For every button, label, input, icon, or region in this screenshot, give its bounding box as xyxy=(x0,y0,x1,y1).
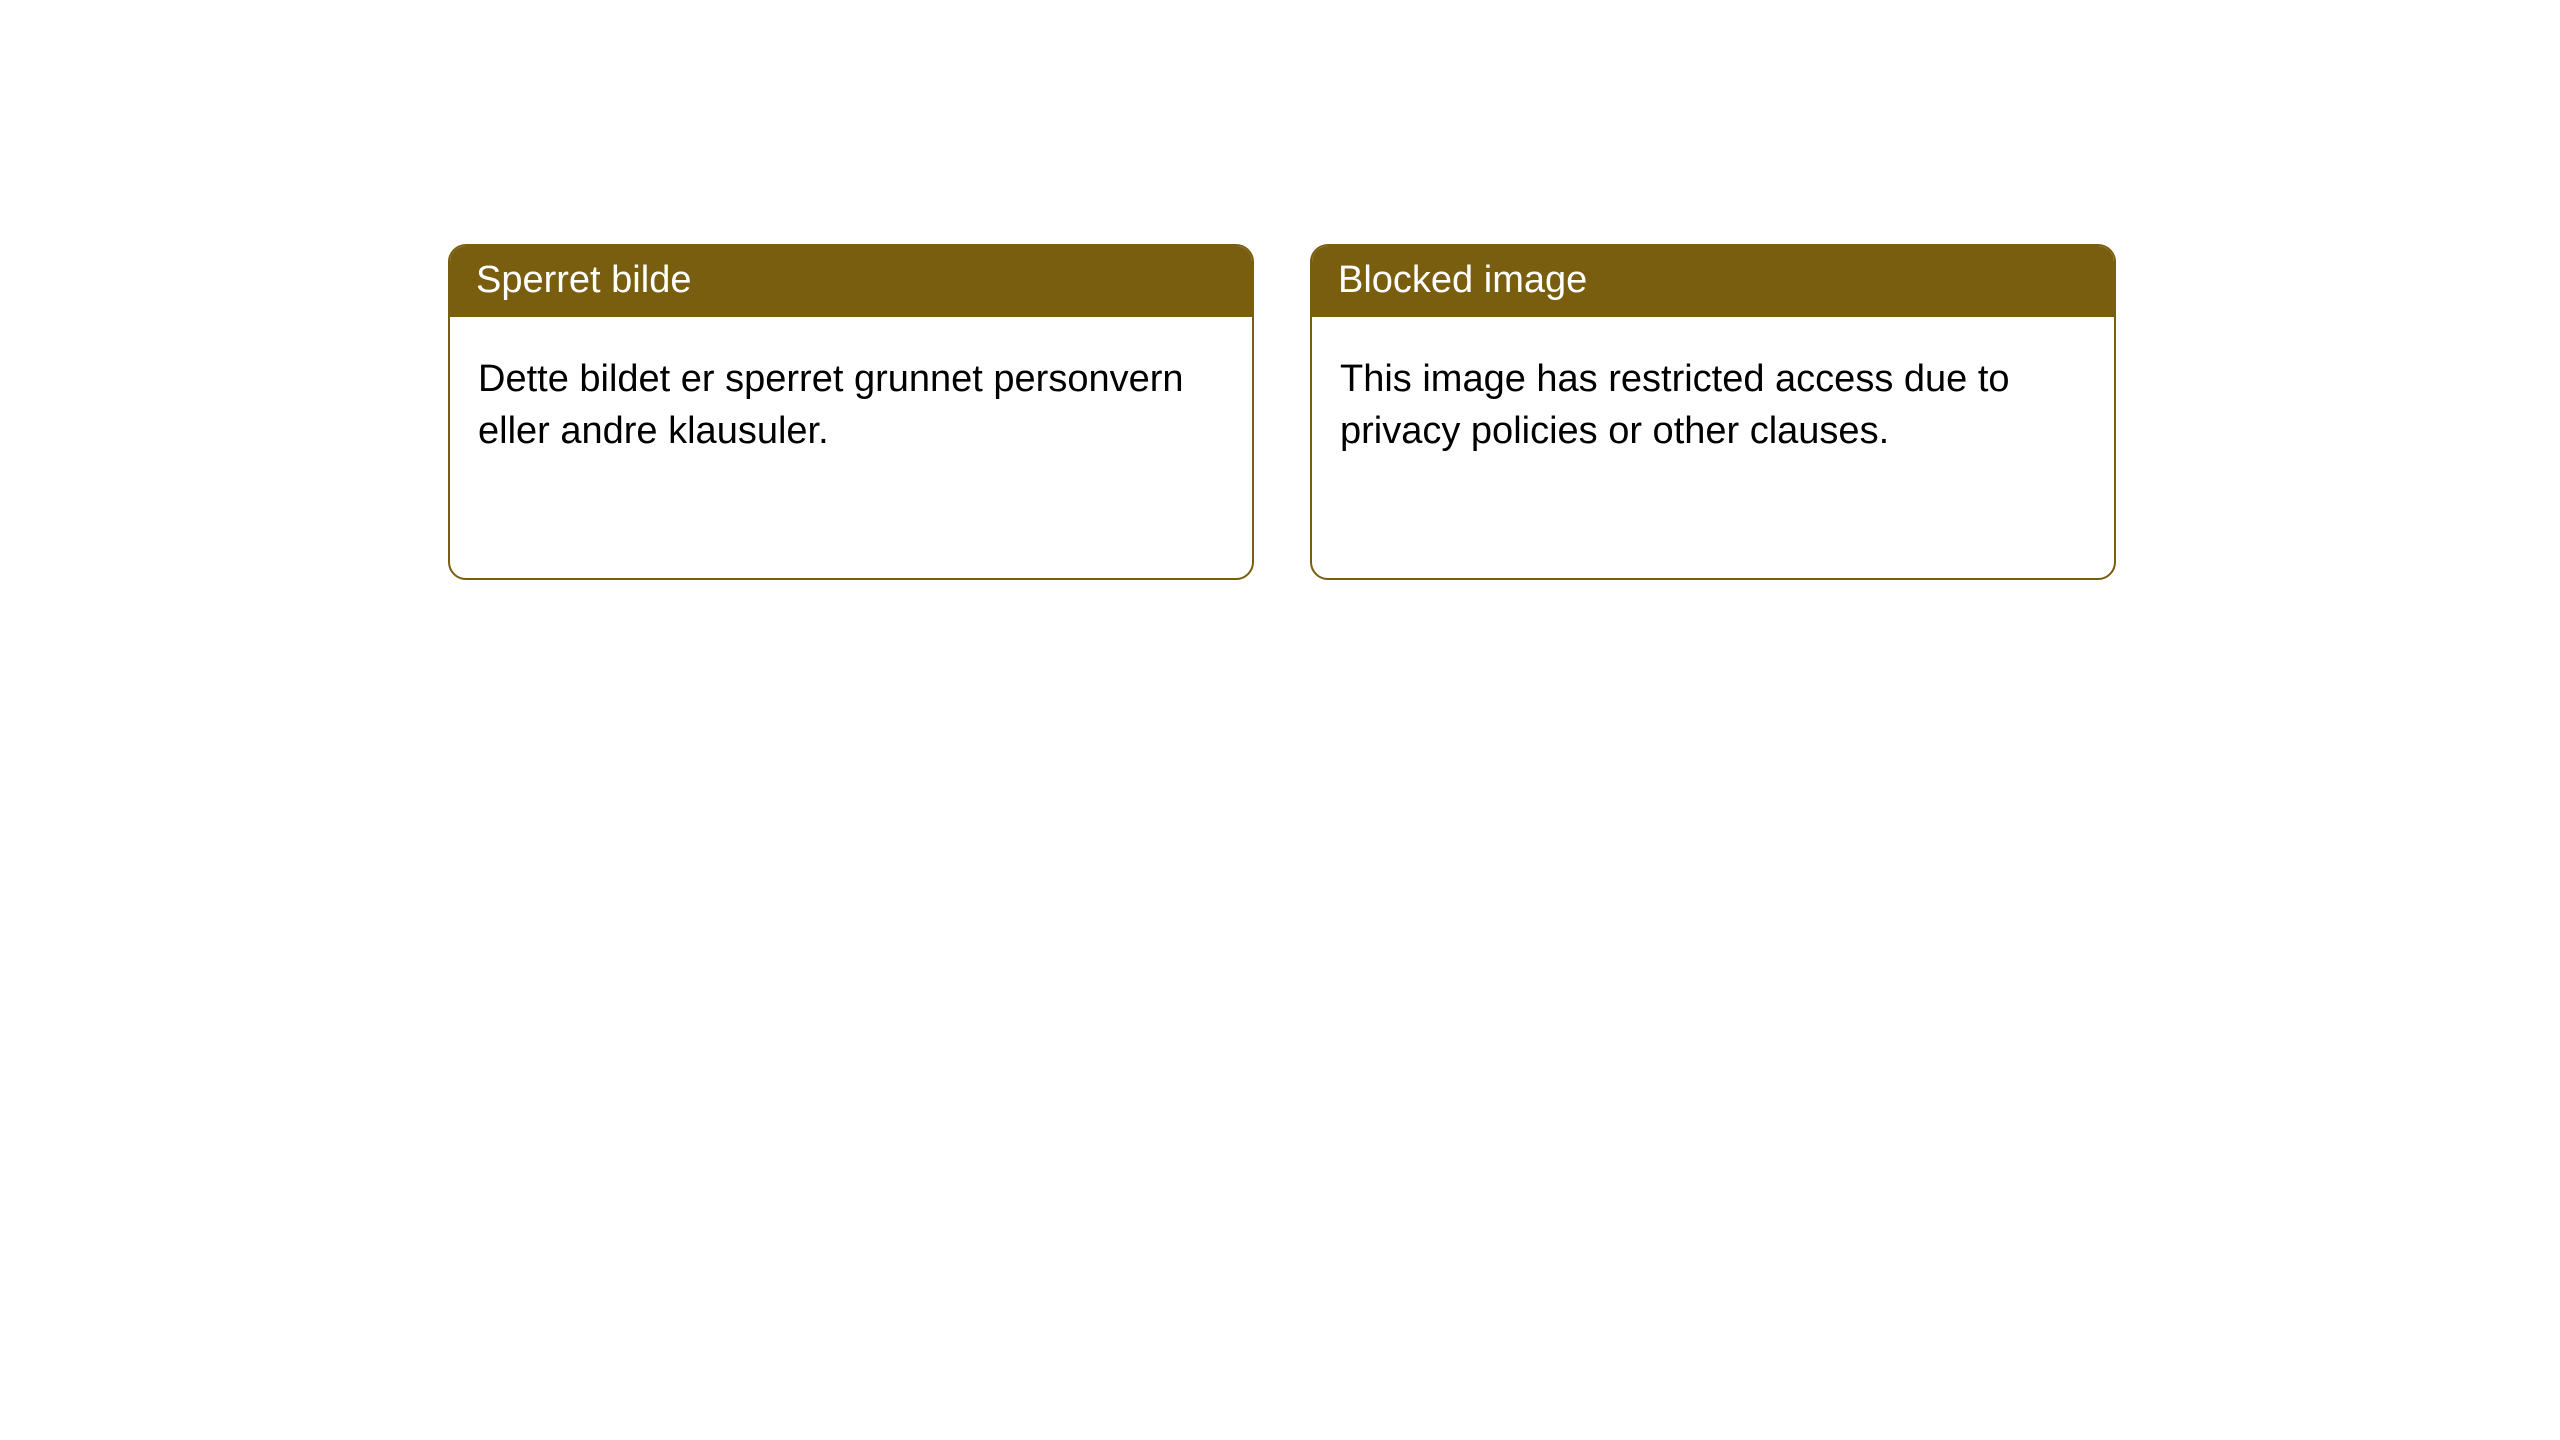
card-body-text: Dette bildet er sperret grunnet personve… xyxy=(478,358,1184,452)
card-body: This image has restricted access due to … xyxy=(1312,317,2114,493)
notice-card-norwegian: Sperret bilde Dette bildet er sperret gr… xyxy=(448,244,1254,580)
card-body: Dette bildet er sperret grunnet personve… xyxy=(450,317,1252,493)
card-title: Blocked image xyxy=(1338,259,1587,301)
notice-card-english: Blocked image This image has restricted … xyxy=(1310,244,2116,580)
card-body-text: This image has restricted access due to … xyxy=(1340,358,2010,452)
card-header: Blocked image xyxy=(1312,246,2114,317)
card-title: Sperret bilde xyxy=(476,259,691,301)
notice-cards-container: Sperret bilde Dette bildet er sperret gr… xyxy=(0,0,2560,580)
card-header: Sperret bilde xyxy=(450,246,1252,317)
